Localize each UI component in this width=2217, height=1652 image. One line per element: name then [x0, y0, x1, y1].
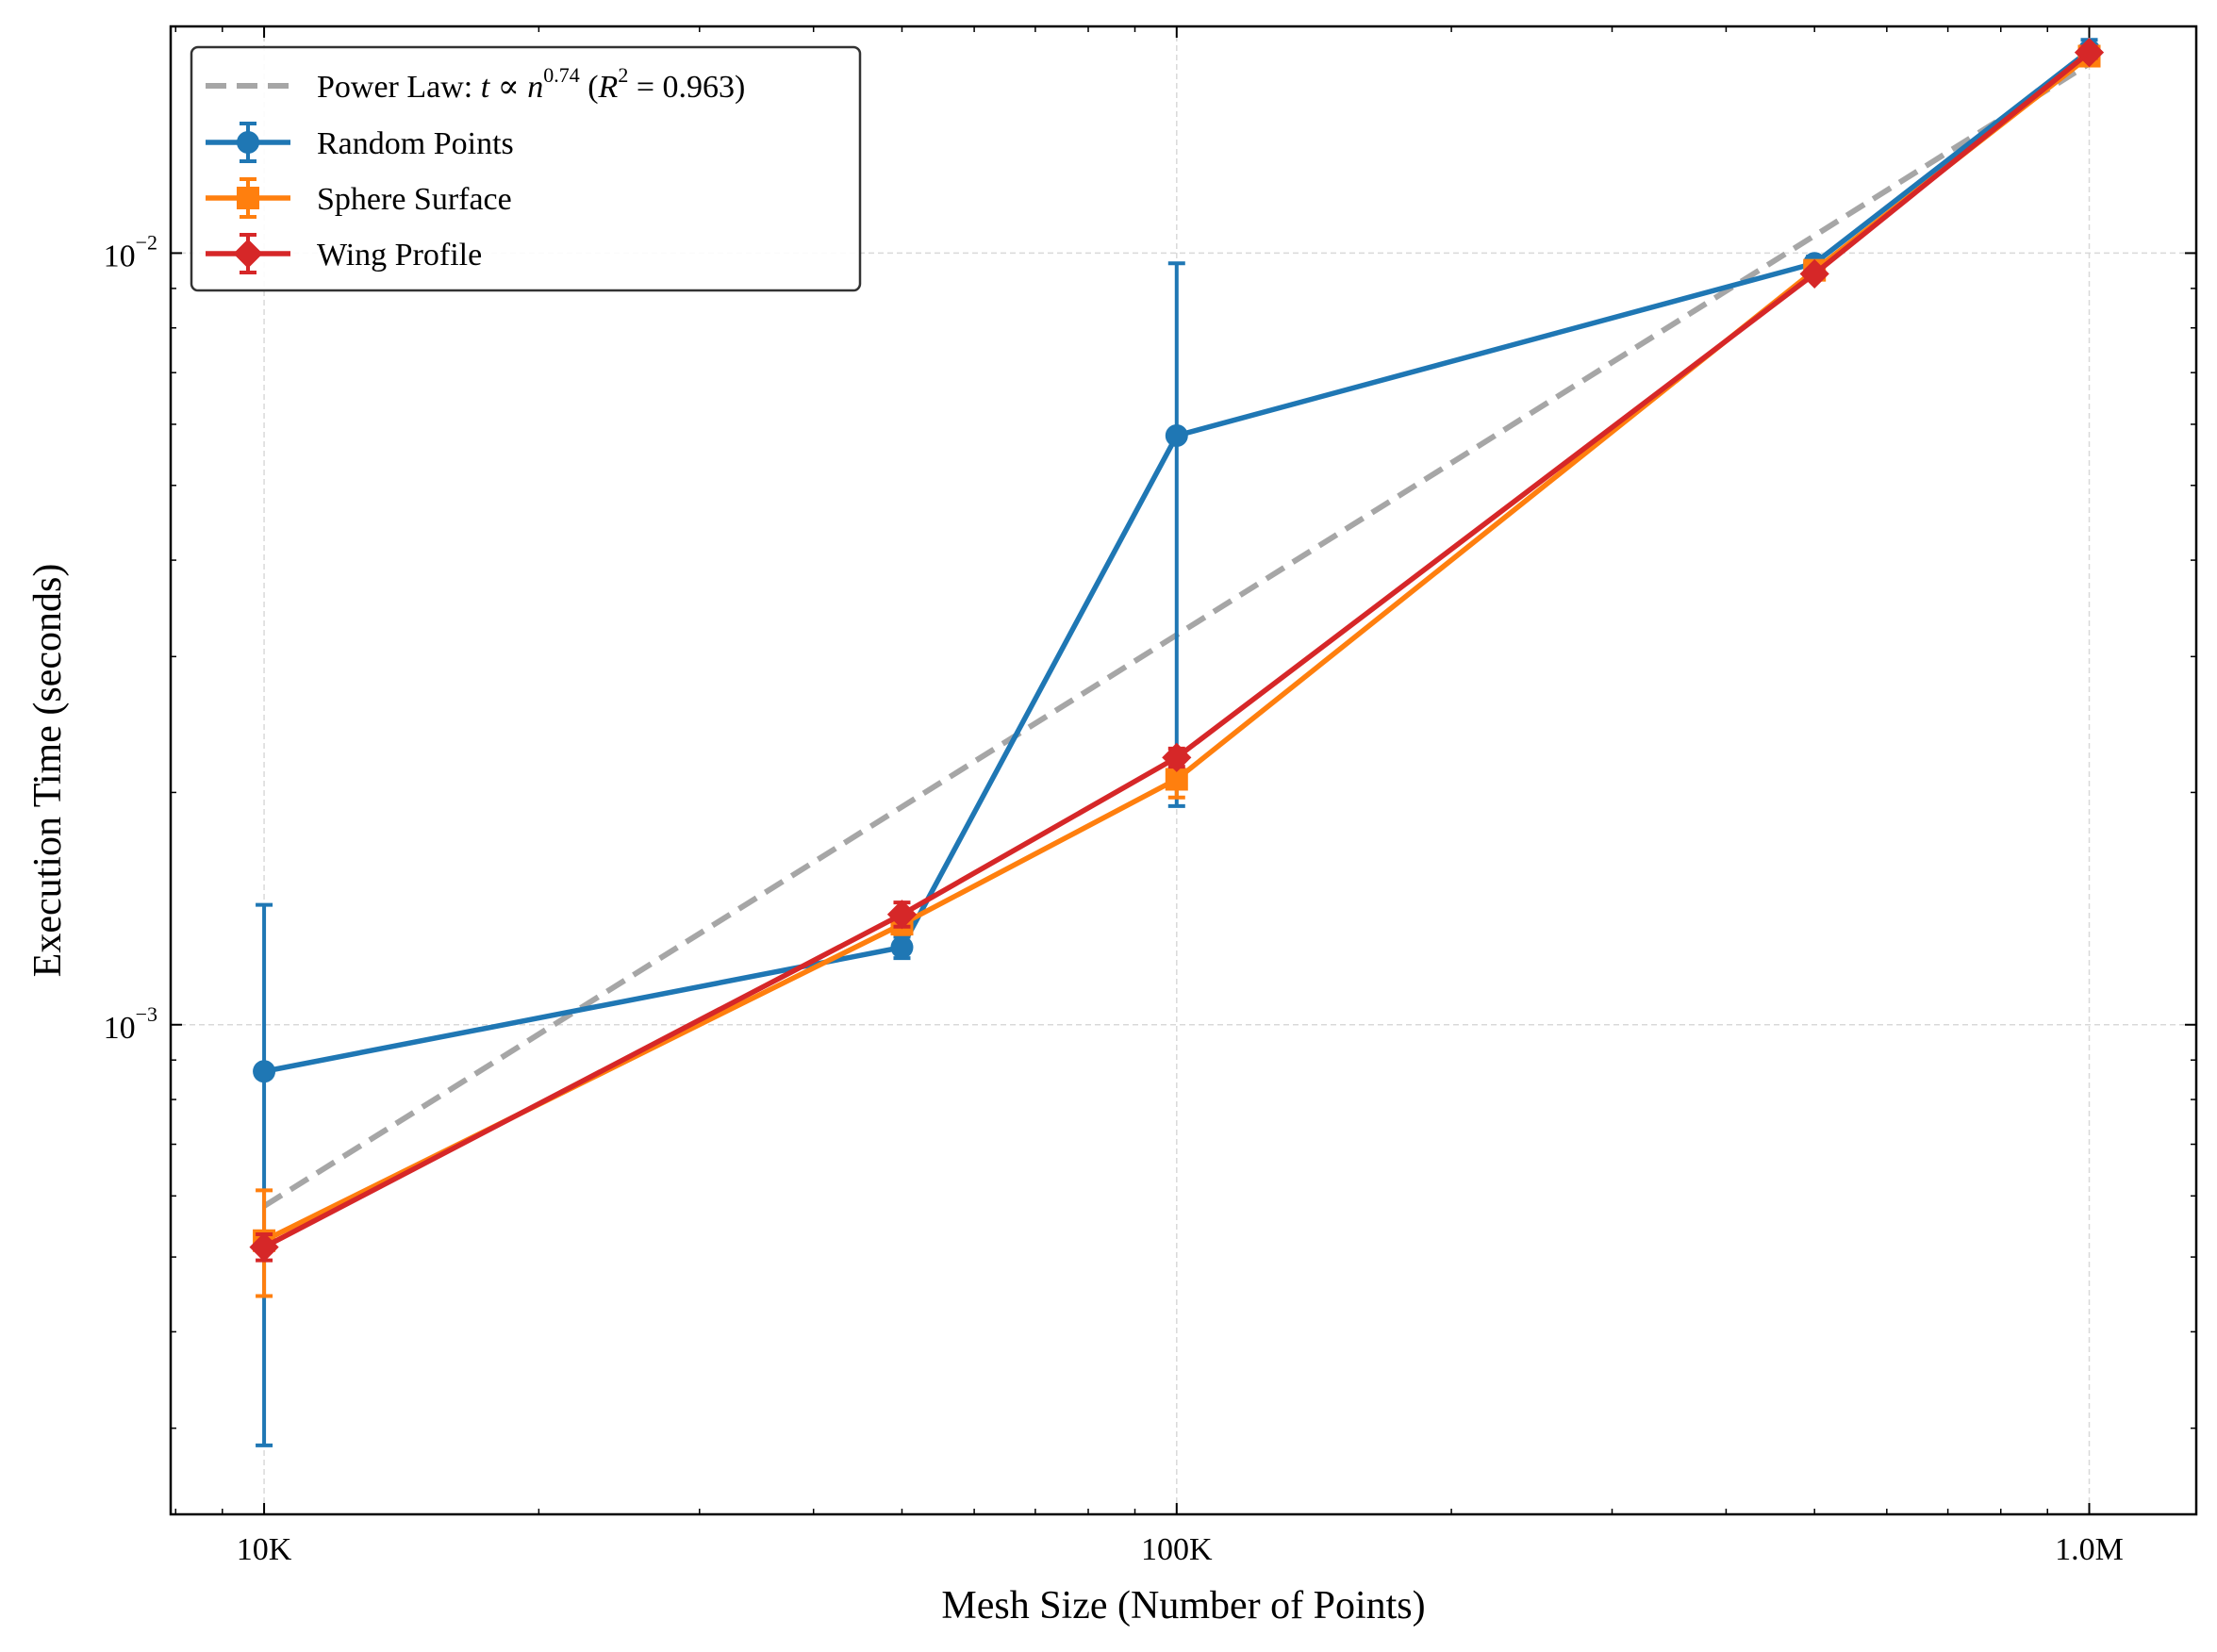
data-point — [253, 1060, 276, 1083]
legend-label: Wing Profile — [317, 238, 482, 273]
legend-marker — [237, 187, 259, 209]
data-point — [2074, 38, 2105, 68]
y-tick-label: 10−3 — [104, 1002, 157, 1046]
series-wing-profile — [249, 38, 2105, 1263]
x-tick-label: 10K — [237, 1532, 292, 1567]
data-point — [1799, 258, 1829, 289]
data-point — [890, 935, 914, 959]
x-tick-label: 100K — [1141, 1532, 1213, 1567]
legend-marker — [233, 239, 263, 269]
y-axis-label: Execution Time (seconds) — [26, 564, 70, 978]
y-axis: 10−3 10−2 — [104, 230, 2196, 1429]
x-tick-label: 1.0M — [2055, 1532, 2124, 1567]
data-point — [886, 900, 918, 930]
x-axis-label: Mesh Size (Number of Points) — [941, 1584, 1425, 1627]
plot-frame — [169, 25, 2198, 1516]
x-axis: 10K 100K 1.0M — [174, 26, 2124, 1567]
data-point — [249, 1231, 279, 1263]
legend-marker — [237, 131, 259, 154]
series-layer — [249, 38, 2105, 1447]
data-point — [1165, 424, 1188, 448]
legend-fit-label: Power Law: t ∝ n0.74 (R2 = 0.963) — [317, 63, 745, 105]
data-point — [1162, 742, 1192, 772]
legend: Power Law: t ∝ n0.74 (R2 = 0.963) Random … — [190, 45, 862, 292]
y-tick-label: 10−2 — [104, 230, 157, 273]
legend-box — [190, 45, 862, 292]
legend-label: Random Points — [317, 126, 514, 161]
legend-label: Sphere Surface — [317, 182, 512, 217]
